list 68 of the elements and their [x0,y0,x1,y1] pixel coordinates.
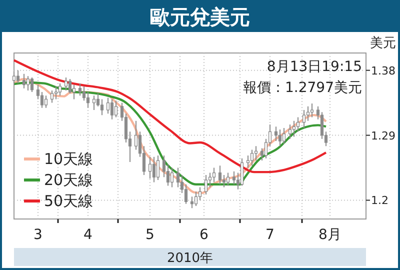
x-tick-label: 8月 [318,227,342,243]
legend-label: 20天線 [44,171,94,189]
candlestick [204,174,208,195]
candlestick [92,95,96,111]
candlestick [194,191,198,207]
candlestick [292,120,296,138]
candlestick [134,120,138,150]
candlestick [246,154,250,168]
candlestick [282,128,286,144]
candlestick [96,92,100,107]
candlestick [222,174,226,188]
candlestick [184,184,188,204]
x-axis-title: 2010年 [166,251,214,266]
candlestick [72,84,76,100]
x-tick-label: 4 [84,227,93,243]
candlestick [302,110,306,129]
candlestick [240,158,244,186]
annotation: 8月13日19:15 [266,59,362,75]
annotation: 報價：1.2797美元 [243,80,362,96]
candlestick [176,167,180,188]
candlestick [106,97,110,114]
y-tick-label: 1.29 [371,129,396,142]
y-tick-label: 1.38 [371,64,396,78]
candlestick [58,82,62,96]
candlestick [310,103,314,118]
candlestick [306,106,310,122]
legend-label: 50天線 [44,192,94,210]
candlestick [320,112,324,140]
candlestick [218,165,222,185]
x-tick-label: 5 [146,227,154,243]
candlestick [250,149,254,166]
candlestick [68,78,72,94]
candlestick [110,98,114,120]
candlestick [64,77,68,92]
candlestick [288,124,292,140]
candlestick [152,156,156,183]
candlestick [156,154,160,181]
candlestick [86,91,90,108]
candlestick [44,95,48,108]
candlestick [278,129,282,147]
candlestick [78,82,82,96]
x-tick-label: 3 [34,227,42,243]
candlestick [208,172,212,188]
candlestick [40,91,44,108]
candlestick [114,100,118,118]
candlestick [232,170,236,185]
candlestick [16,70,20,84]
candlestick [274,126,278,142]
candlestick [26,76,30,92]
candlestick [226,172,230,186]
candlestick [212,167,216,183]
candlestick [22,73,26,89]
chart-title: 歐元兌美元 [150,5,250,29]
y-tick-label: 1.2 [371,194,388,208]
candlestick [82,86,86,102]
candlestick [100,98,104,116]
legend-label: 10天線 [44,150,94,168]
candlestick [198,186,202,201]
candlestick [166,164,170,186]
candlestick [296,116,300,132]
candlestick [50,90,54,104]
x-tick-label: 7 [266,227,274,243]
candlestick [30,77,34,92]
candlestick [148,156,152,180]
candlestick [54,86,58,100]
y-axis-title: 美元 [370,35,396,51]
x-tick-label: 6 [200,227,209,243]
candlestick [170,167,174,188]
